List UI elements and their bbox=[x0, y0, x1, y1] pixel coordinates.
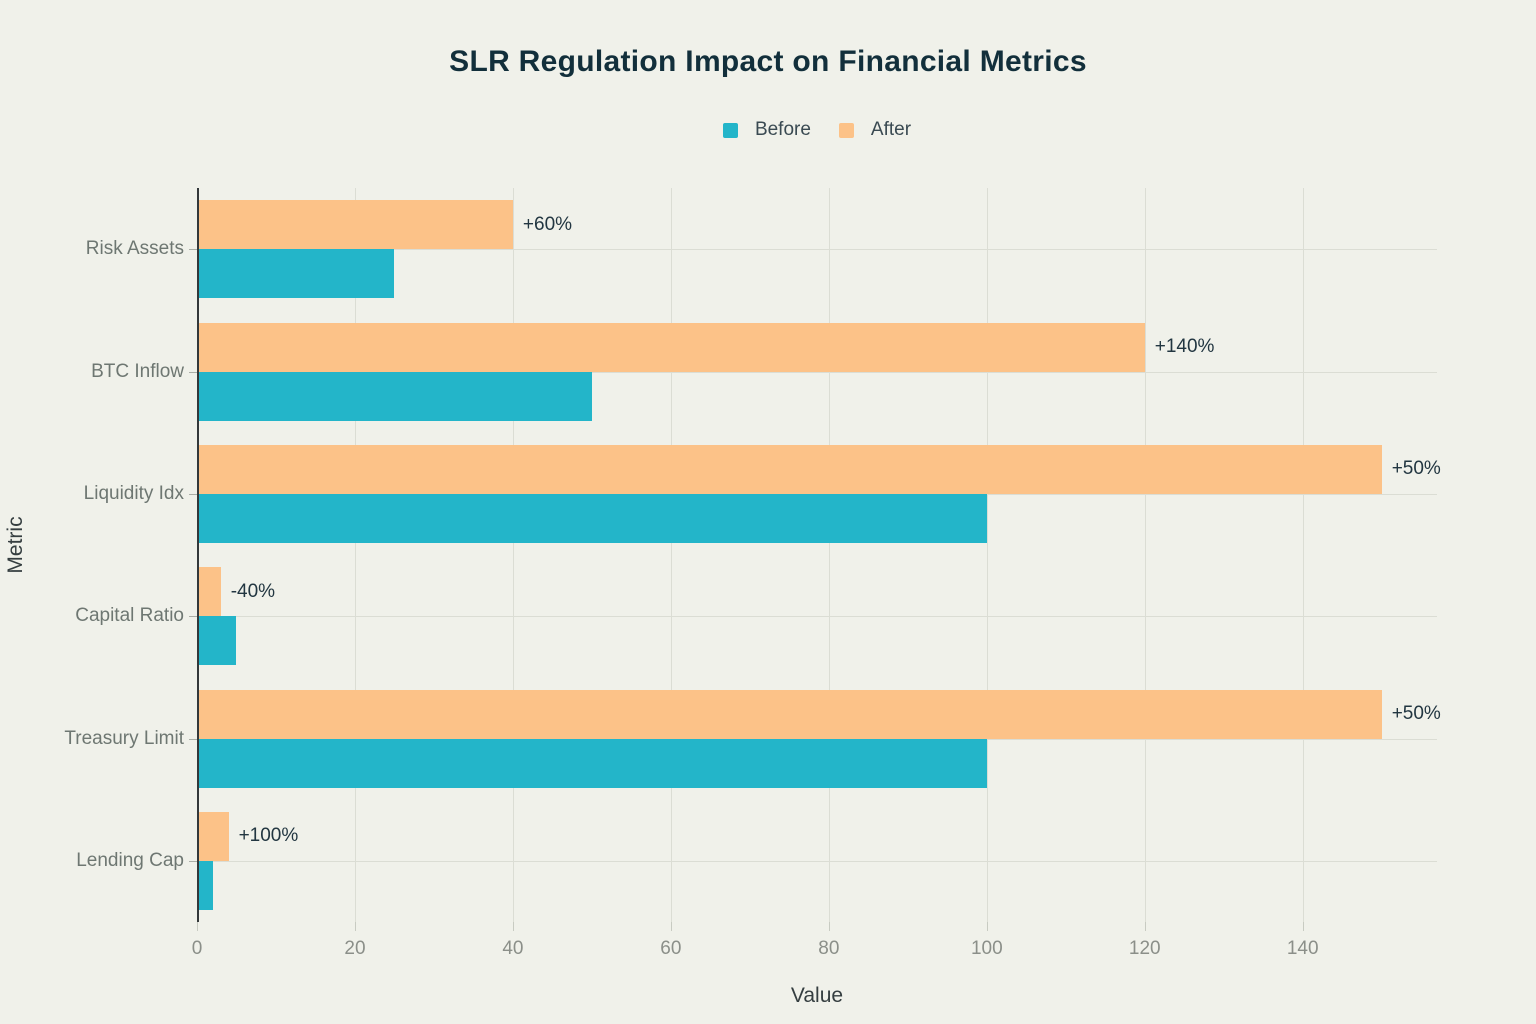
category-label-lending-cap: Lending Cap bbox=[76, 849, 184, 871]
y-axis-tick bbox=[189, 616, 197, 618]
bar-before-btc-inflow[interactable] bbox=[197, 371, 592, 421]
bar-before-treasury-limit[interactable] bbox=[197, 738, 987, 788]
category-label-liquidity-idx: Liquidity Idx bbox=[83, 482, 184, 504]
gridline-horizontal bbox=[197, 860, 1437, 862]
bar-before-lending-cap[interactable] bbox=[197, 860, 213, 910]
y-axis-tick bbox=[189, 249, 197, 251]
x-tick-label: 60 bbox=[660, 938, 682, 959]
gridline-horizontal bbox=[197, 249, 1437, 251]
change-annotation-liquidity-idx: +50% bbox=[1391, 458, 1441, 480]
x-tick-label: 120 bbox=[1128, 938, 1161, 959]
category-label-risk-assets: Risk Assets bbox=[85, 238, 184, 260]
gridline-vertical bbox=[828, 188, 830, 922]
before-series-swatch-icon bbox=[722, 122, 738, 138]
gridline-vertical bbox=[1302, 188, 1304, 922]
bar-after-treasury-limit[interactable] bbox=[197, 689, 1382, 739]
x-tick-label: 20 bbox=[344, 938, 366, 959]
x-axis-title: Value bbox=[790, 984, 844, 1007]
bar-after-btc-inflow[interactable] bbox=[197, 322, 1145, 372]
legend-label-after: After bbox=[870, 119, 912, 140]
category-label-btc-inflow: BTC Inflow bbox=[91, 360, 184, 382]
x-tick-label: 100 bbox=[970, 938, 1003, 959]
category-label-treasury-limit: Treasury Limit bbox=[64, 727, 184, 749]
y-axis-tick bbox=[189, 371, 197, 373]
gridline-vertical bbox=[512, 188, 514, 922]
x-axis-tick bbox=[197, 922, 198, 931]
gridline-horizontal bbox=[197, 371, 1437, 373]
x-tick-label: 80 bbox=[818, 938, 840, 959]
x-axis-tick bbox=[354, 922, 356, 931]
gridline-vertical bbox=[354, 188, 356, 922]
change-annotation-btc-inflow: +140% bbox=[1154, 336, 1215, 357]
x-axis-tick bbox=[986, 922, 988, 931]
bar-after-liquidity-idx[interactable] bbox=[197, 444, 1382, 494]
change-annotation-capital-ratio: -40% bbox=[230, 580, 276, 602]
y-axis-title: Metric bbox=[4, 516, 27, 574]
change-annotation-lending-cap: +100% bbox=[238, 825, 299, 847]
y-axis-tick bbox=[189, 493, 197, 495]
bar-after-capital-ratio[interactable] bbox=[197, 567, 221, 617]
x-axis-tick bbox=[828, 922, 830, 931]
y-axis-tick bbox=[189, 860, 197, 862]
x-tick-label: 40 bbox=[502, 938, 524, 959]
x-tick-label: 140 bbox=[1286, 938, 1319, 959]
x-axis-tick bbox=[670, 922, 672, 931]
chart-title: SLR Regulation Impact on Financial Metri… bbox=[449, 45, 1087, 78]
legend-item-before[interactable]: Before bbox=[722, 119, 811, 141]
y-axis-tick bbox=[189, 738, 197, 740]
change-annotation-risk-assets: +60% bbox=[522, 213, 573, 235]
gridline-vertical bbox=[986, 188, 988, 922]
bar-after-lending-cap[interactable] bbox=[197, 811, 229, 861]
x-axis-tick bbox=[512, 922, 514, 931]
x-axis-tick bbox=[1302, 922, 1304, 931]
legend-label-before: Before bbox=[754, 119, 811, 140]
gridline-vertical bbox=[1144, 188, 1146, 922]
x-axis-tick bbox=[1144, 922, 1146, 931]
bar-after-risk-assets[interactable] bbox=[197, 200, 513, 250]
x-tick-label: 0 bbox=[191, 938, 203, 959]
bar-before-liquidity-idx[interactable] bbox=[197, 493, 987, 543]
legend: Before After bbox=[197, 119, 1437, 141]
gridline-horizontal bbox=[197, 616, 1437, 618]
bar-before-risk-assets[interactable] bbox=[197, 249, 395, 299]
category-label-capital-ratio: Capital Ratio bbox=[75, 605, 184, 627]
after-series-swatch-icon bbox=[838, 122, 854, 138]
y-axis-line bbox=[197, 188, 199, 922]
change-annotation-treasury-limit: +50% bbox=[1391, 703, 1441, 724]
gridline-vertical bbox=[670, 188, 672, 922]
legend-item-after[interactable]: After bbox=[838, 119, 912, 141]
plot-area: 0 20 40 60 80 100 120 140 Risk Assets +60% BTC Inf… bbox=[64, 188, 1441, 959]
bar-before-capital-ratio[interactable] bbox=[197, 616, 237, 666]
